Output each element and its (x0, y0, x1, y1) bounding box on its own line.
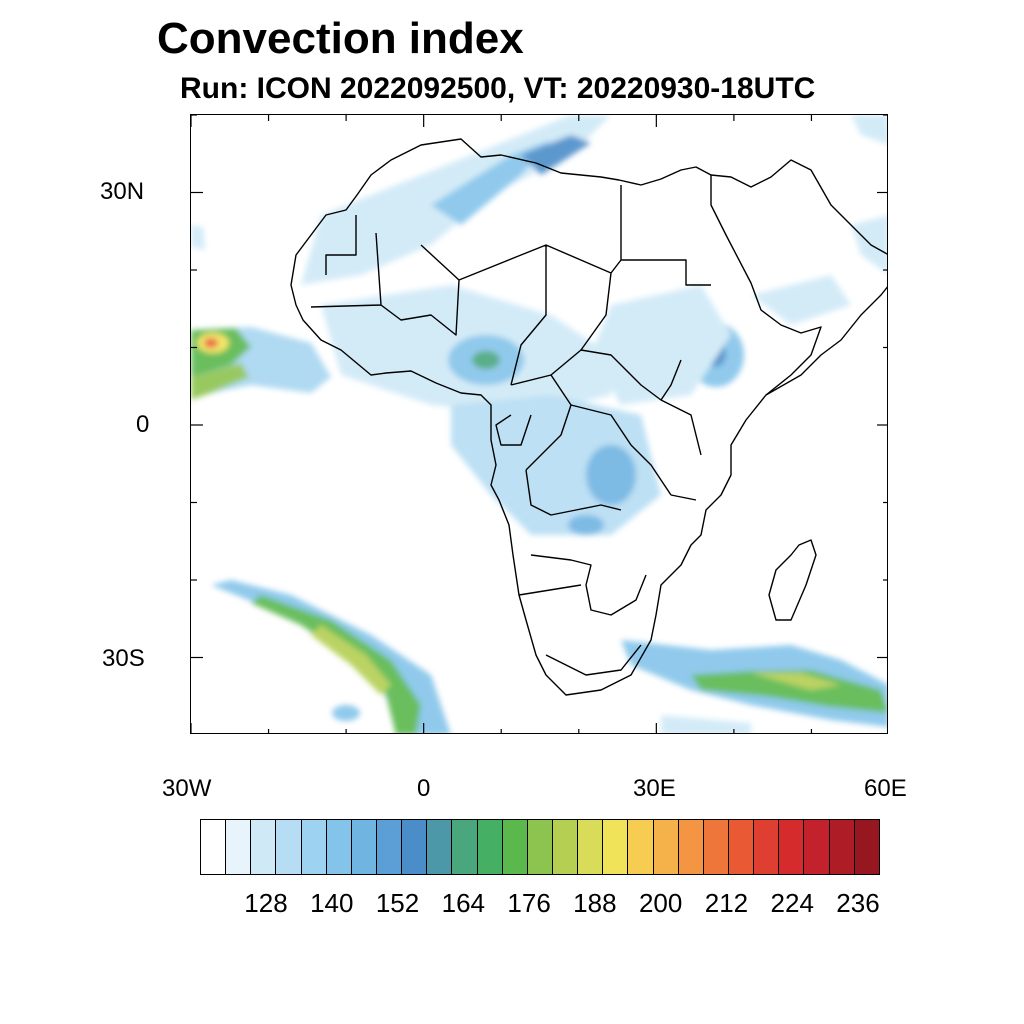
colorbar-swatch (829, 820, 855, 874)
colorbar-tick-label: 152 (375, 888, 420, 918)
colorbar-swatch (477, 820, 503, 874)
colorbar-swatch (854, 820, 879, 874)
colorbar-swatch (603, 820, 629, 874)
colorbar-swatch (502, 820, 528, 874)
colorbar-swatch (351, 820, 377, 874)
colorbar-swatch (427, 820, 453, 874)
colorbar-tick-label: 128 (244, 888, 288, 918)
colorbar-tick-label: 224 (770, 888, 814, 918)
colorbar-swatch (301, 820, 327, 874)
lat-label-30s: 30S (102, 645, 145, 672)
colorbar-swatch (754, 820, 780, 874)
colorbar-tick-label: 176 (507, 888, 551, 918)
chart-subtitle: Run: ICON 2022092500, VT: 20220930-18UTC (180, 72, 816, 105)
colorbar-swatch (628, 820, 654, 874)
colorbar-swatch (452, 820, 478, 874)
map-panel (190, 114, 888, 734)
colorbar-tick-label: 200 (638, 888, 683, 918)
colorbar-swatch (276, 820, 302, 874)
colorbar-swatch (703, 820, 729, 874)
chart-title: Convection index (157, 14, 524, 63)
colorbar-tick-label: 164 (441, 888, 486, 918)
colorbar-swatch (251, 820, 277, 874)
colorbar-swatch (728, 820, 755, 874)
lon-label-0: 0 (417, 775, 431, 802)
colorbar-tick-label: 212 (704, 888, 749, 918)
colorbar-swatch (578, 820, 604, 874)
colorbar (200, 819, 880, 875)
colorbar-swatch (376, 820, 403, 874)
lon-label-60e: 60E (864, 775, 907, 802)
colorbar-swatch (402, 820, 428, 874)
lon-label-30e: 30E (633, 775, 676, 802)
lon-label-30w: 30W (162, 775, 212, 802)
colorbar-swatch (804, 820, 830, 874)
coastline-outline (290, 138, 887, 696)
colorbar-swatch (779, 820, 805, 874)
axis-ticks (191, 115, 887, 733)
colorbar-swatch (653, 820, 679, 874)
colorbar-swatch (201, 820, 227, 874)
colorbar-swatch (678, 820, 704, 874)
convection-field (191, 115, 887, 733)
colorbar-swatch (226, 820, 252, 874)
colorbar-tick-label: 140 (310, 888, 354, 918)
colorbar-swatch (527, 820, 553, 874)
lat-label-30n: 30N (100, 178, 145, 205)
colorbar-tick-label: 188 (573, 888, 617, 918)
africa-map (191, 115, 887, 733)
colorbar-tick-label: 236 (836, 888, 880, 918)
colorbar-swatch (326, 820, 352, 874)
lat-label-0: 0 (136, 411, 150, 438)
colorbar-swatch (552, 820, 579, 874)
